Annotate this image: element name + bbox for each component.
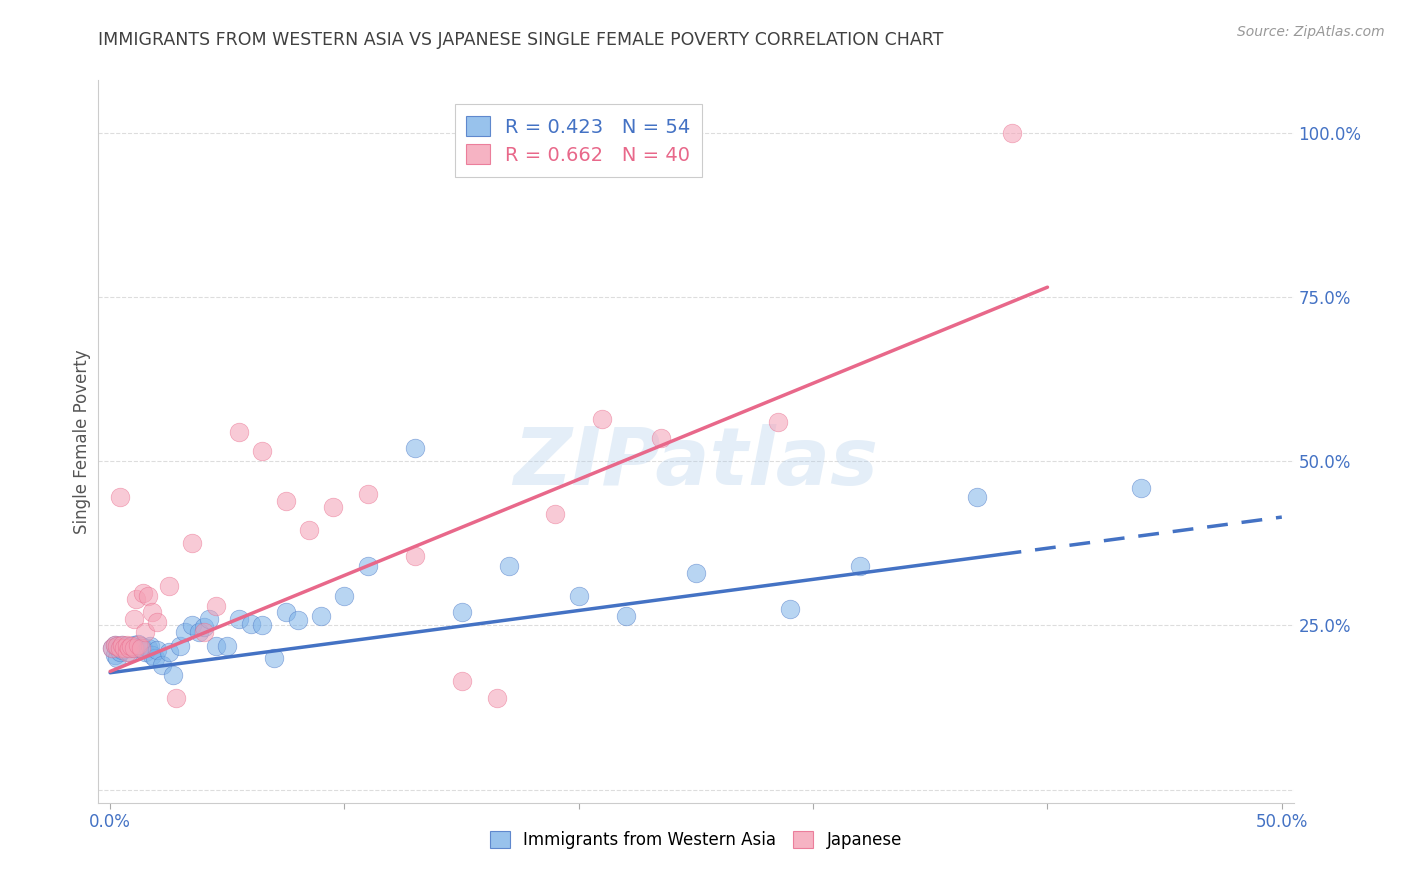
Point (146, 615, 169, 630)
Point (118, 641, 141, 656)
Point (188, 625, 211, 640)
Point (1001, 126, 1024, 140)
Point (118, 645, 141, 659)
Point (112, 641, 135, 656)
Point (150, 657, 173, 672)
Point (129, 640, 152, 654)
Point (498, 559, 520, 574)
Point (104, 638, 127, 652)
Point (181, 618, 204, 632)
Point (685, 566, 707, 580)
Point (104, 638, 127, 652)
Point (450, 674, 472, 689)
Point (650, 431, 672, 445)
Point (122, 641, 145, 656)
Point (127, 637, 149, 651)
Point (228, 425, 250, 439)
Point (134, 625, 156, 640)
Point (120, 640, 142, 654)
Point (112, 641, 135, 656)
Point (122, 638, 145, 652)
Point (568, 589, 591, 603)
Point (298, 523, 321, 537)
Point (1130, 481, 1153, 495)
Point (309, 608, 332, 623)
Point (125, 641, 148, 656)
Point (404, 441, 426, 455)
Legend: Immigrants from Western Asia, Japanese: Immigrants from Western Asia, Japanese (484, 824, 908, 856)
Text: ZIPatlas: ZIPatlas (513, 425, 879, 502)
Point (322, 500, 344, 515)
Point (108, 491, 131, 505)
Point (779, 602, 801, 616)
Point (105, 651, 128, 665)
Point (101, 641, 124, 656)
Point (108, 645, 131, 659)
Point (111, 643, 134, 657)
Point (132, 585, 155, 599)
Text: IMMIGRANTS FROM WESTERN ASIA VS JAPANESE SINGLE FEMALE POVERTY CORRELATION CHART: IMMIGRANTS FROM WESTERN ASIA VS JAPANESE… (98, 31, 943, 49)
Text: Source: ZipAtlas.com: Source: ZipAtlas.com (1237, 25, 1385, 39)
Point (404, 549, 426, 564)
Point (105, 640, 128, 654)
Point (197, 612, 219, 626)
Point (165, 690, 187, 705)
Point (228, 612, 250, 626)
Point (450, 605, 472, 619)
Point (141, 605, 163, 619)
Point (591, 411, 613, 425)
Point (263, 651, 285, 665)
Point (134, 645, 156, 659)
Point (274, 493, 297, 508)
Point (111, 638, 134, 652)
Point (162, 667, 184, 681)
Point (108, 641, 131, 656)
Point (111, 638, 134, 652)
Point (143, 651, 166, 665)
Point (849, 559, 872, 574)
Point (146, 643, 169, 657)
Point (169, 640, 191, 654)
Point (193, 625, 215, 640)
Point (132, 641, 155, 656)
Point (274, 605, 297, 619)
Point (252, 444, 274, 458)
Point (333, 589, 356, 603)
Point (252, 618, 274, 632)
Point (204, 640, 226, 654)
Point (108, 641, 131, 656)
Point (766, 415, 789, 429)
Point (174, 625, 197, 640)
Point (129, 641, 152, 656)
Point (544, 507, 567, 521)
Point (115, 640, 138, 654)
Point (120, 641, 142, 656)
Point (101, 641, 124, 656)
Point (115, 645, 138, 659)
Point (141, 648, 163, 662)
Point (287, 613, 309, 627)
Point (204, 599, 226, 613)
Point (139, 640, 162, 654)
Point (357, 487, 380, 501)
Point (115, 638, 138, 652)
Point (105, 640, 128, 654)
Point (136, 641, 159, 656)
Point (104, 648, 127, 662)
Point (239, 617, 262, 632)
Point (966, 491, 988, 505)
Point (485, 690, 508, 705)
Point (193, 620, 215, 634)
Y-axis label: Single Female Poverty: Single Female Poverty (73, 350, 91, 533)
Point (157, 579, 180, 593)
Point (125, 592, 148, 607)
Point (157, 645, 180, 659)
Point (181, 536, 204, 550)
Point (127, 638, 149, 652)
Point (357, 559, 380, 574)
Point (136, 589, 159, 603)
Point (614, 608, 637, 623)
Point (122, 612, 145, 626)
Point (217, 640, 239, 654)
